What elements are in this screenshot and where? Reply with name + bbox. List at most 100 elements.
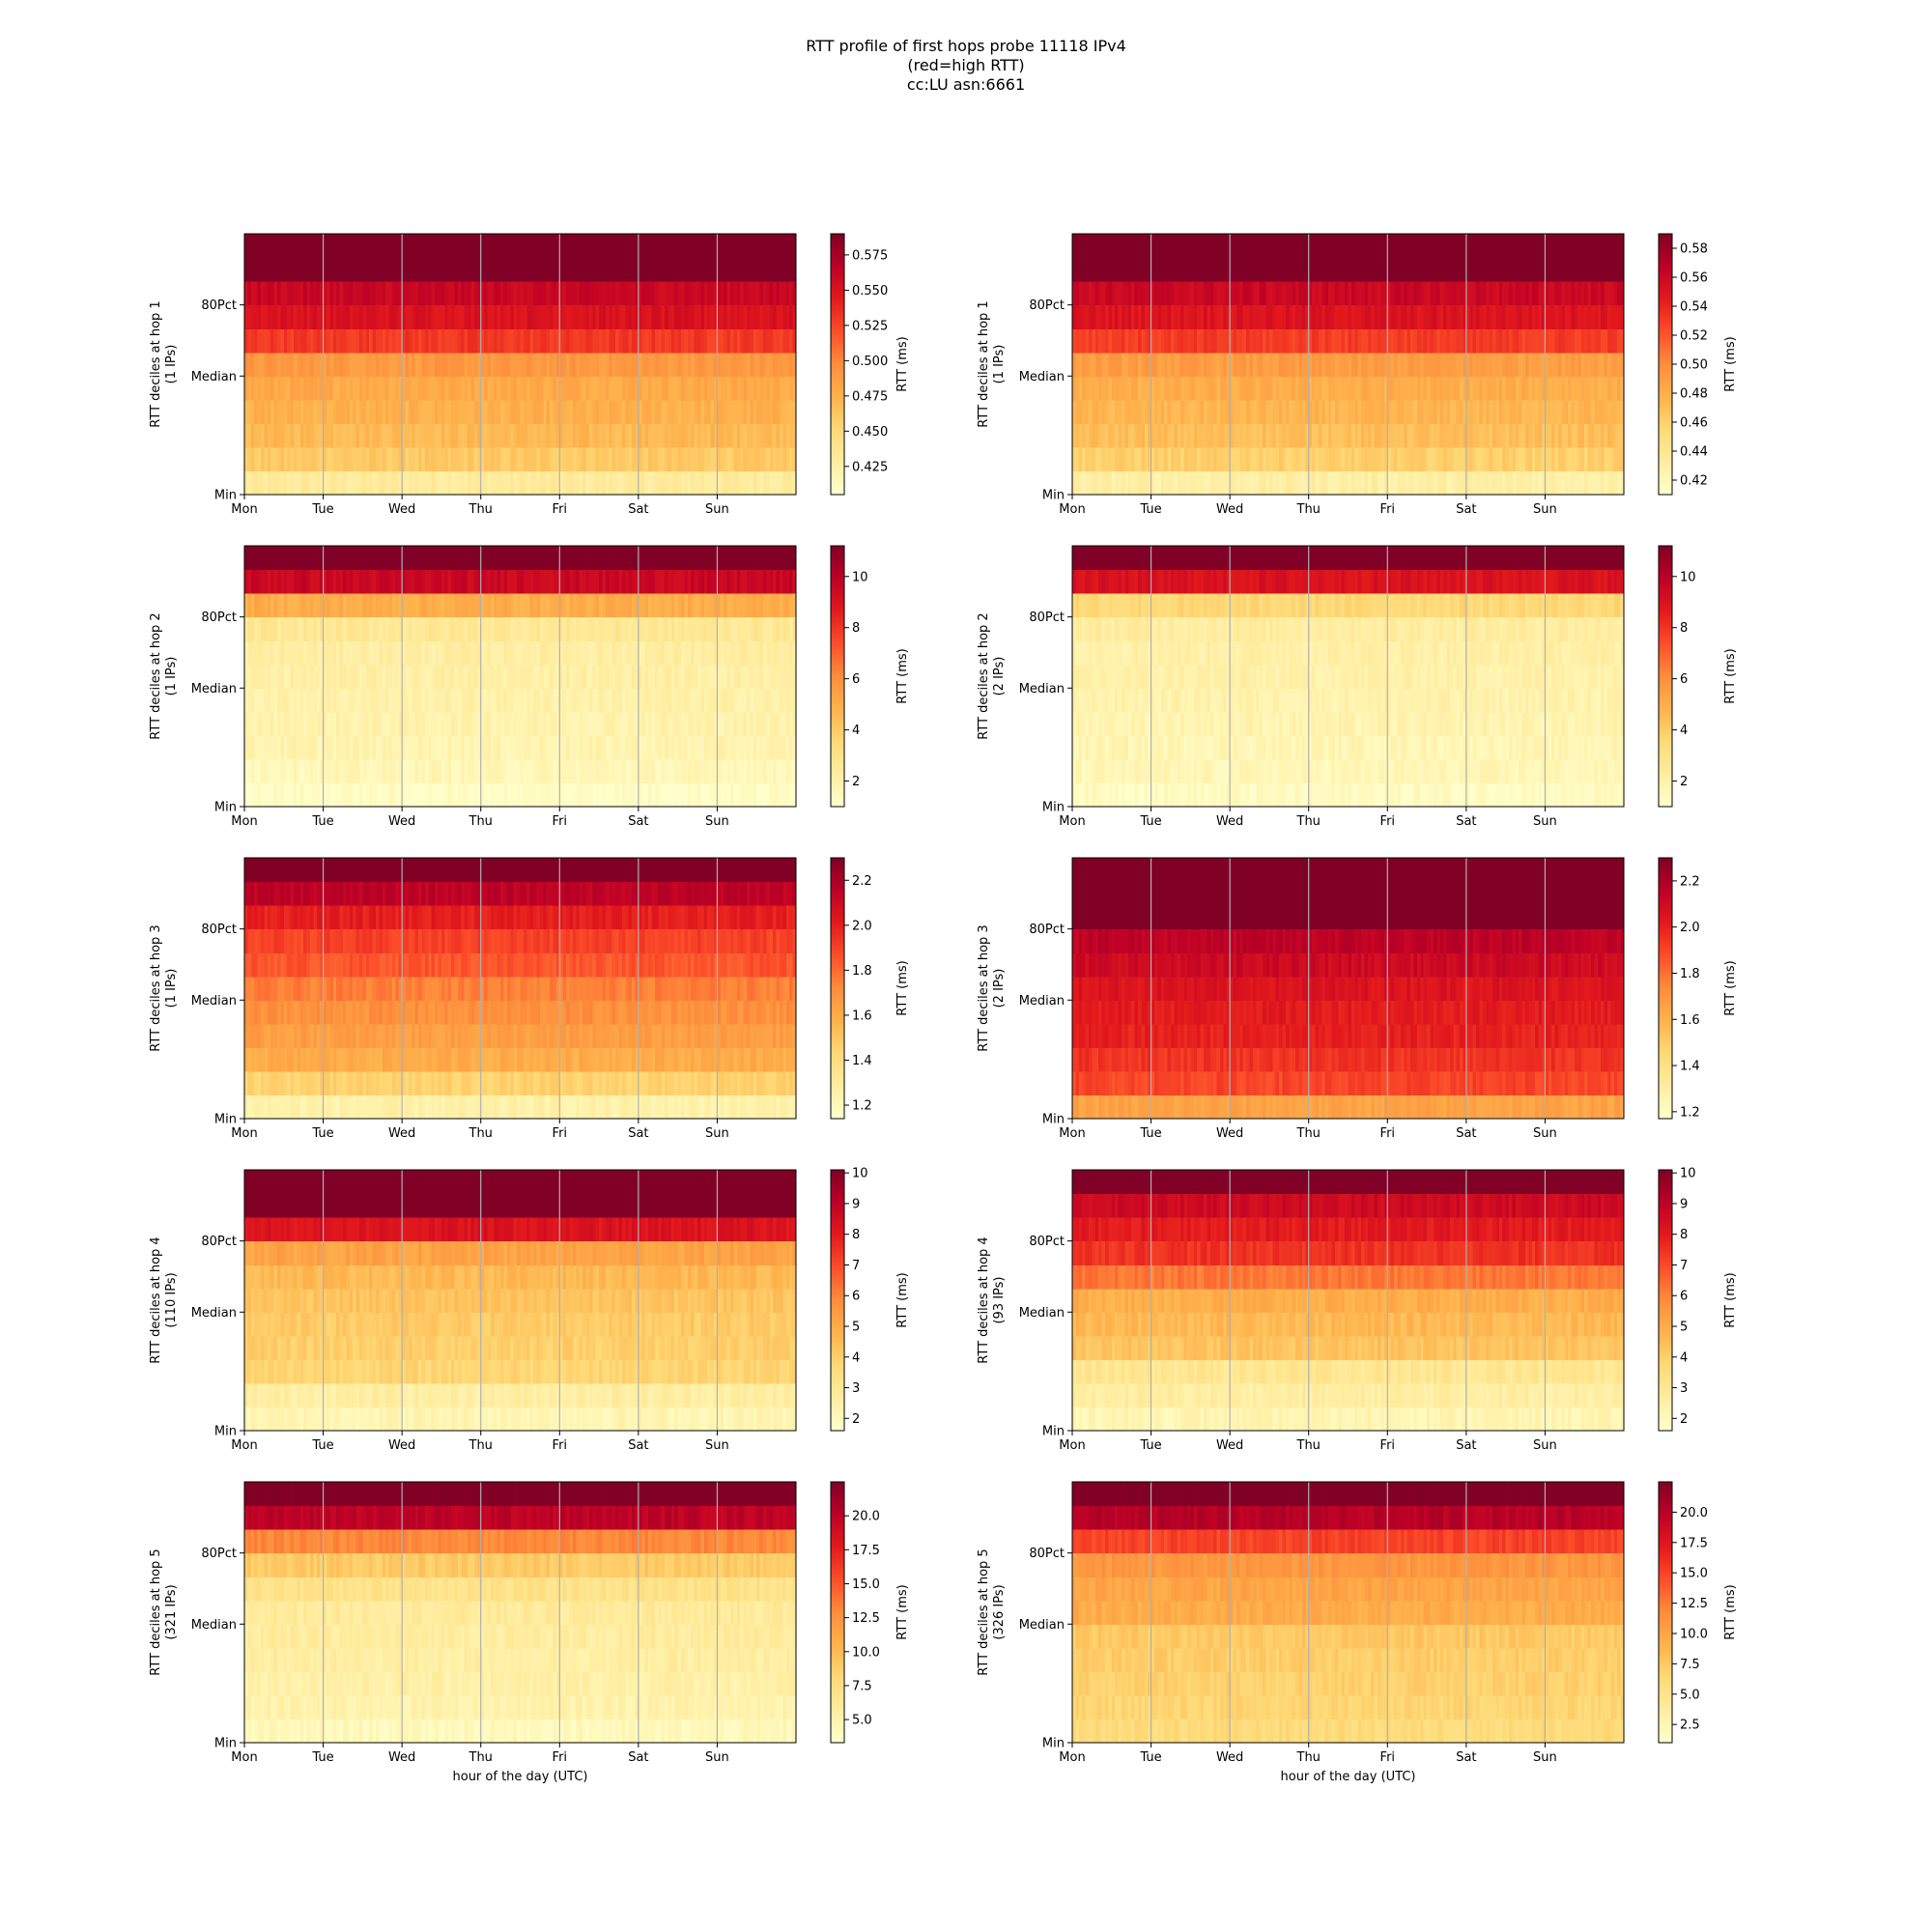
heatmap-cell — [270, 399, 275, 424]
heatmap-cell — [1170, 399, 1175, 424]
heatmap-cell — [280, 352, 285, 377]
heatmap-cell — [1620, 376, 1625, 401]
heatmap-cell — [1542, 470, 1547, 496]
heatmap-cell — [1594, 470, 1599, 496]
heatmap-cell — [1141, 376, 1146, 401]
heatmap-cell — [1554, 470, 1559, 496]
heatmap-cell — [1249, 376, 1254, 401]
heatmap-cell — [1312, 446, 1317, 472]
heatmap-cell — [1378, 304, 1382, 329]
heatmap-cell — [306, 376, 311, 401]
heatmap-cell — [1279, 446, 1284, 472]
heatmap-cell — [297, 446, 301, 472]
heatmap-cell — [1104, 376, 1109, 401]
heatmap-cell — [1525, 281, 1530, 306]
heatmap-cell — [309, 376, 314, 401]
heatmap-cell — [1072, 281, 1076, 306]
heatmap-cell — [391, 257, 396, 282]
heatmap-cell — [1453, 423, 1458, 448]
heatmap-cell — [1387, 234, 1392, 259]
y-axis-label: (1 IPs) — [992, 345, 1007, 384]
heatmap-cell — [1200, 328, 1205, 354]
heatmap-cell — [1104, 257, 1109, 282]
heatmap-cell — [1151, 446, 1155, 472]
heatmap-cell — [1433, 234, 1437, 259]
heatmap-cell — [510, 399, 515, 424]
heatmap-cell — [358, 711, 363, 736]
heatmap-cell — [412, 281, 416, 306]
heatmap-cell — [1305, 234, 1310, 259]
heatmap-cell — [1456, 234, 1461, 259]
heatmap-cell — [500, 423, 505, 448]
heatmap-cell — [1456, 399, 1461, 424]
heatmap-cell — [1131, 423, 1136, 448]
heatmap-cell — [1094, 328, 1099, 354]
heatmap-cell — [398, 399, 403, 424]
heatmap-cell — [661, 281, 666, 306]
heatmap-cell — [408, 281, 412, 306]
heatmap-cell — [280, 782, 285, 808]
heatmap-cell — [661, 423, 666, 448]
heatmap-cell — [599, 782, 604, 808]
heatmap-cell — [740, 304, 745, 329]
heatmap-cell — [379, 423, 384, 448]
heatmap-cell — [326, 376, 330, 401]
heatmap-cell — [595, 376, 600, 401]
heatmap-cell — [1289, 399, 1293, 424]
heatmap-cell — [648, 281, 653, 306]
heatmap-cell — [500, 470, 505, 496]
heatmap-cell — [1118, 234, 1122, 259]
heatmap-cell — [743, 446, 748, 472]
heatmap-cell — [691, 376, 696, 401]
heatmap-cell — [424, 257, 429, 282]
heatmap-cell — [451, 328, 456, 354]
heatmap-cell — [694, 376, 698, 401]
heatmap-cell — [625, 257, 630, 282]
heatmap-cell — [1174, 376, 1179, 401]
heatmap-cell — [287, 234, 292, 259]
heatmap-cell — [454, 782, 459, 808]
heatmap-cell — [375, 257, 380, 282]
heatmap-cell — [382, 304, 386, 329]
heatmap-cell — [428, 257, 433, 282]
heatmap-cell — [1476, 376, 1481, 401]
heatmap-cell — [1548, 446, 1552, 472]
heatmap-cell — [382, 735, 386, 760]
heatmap-cell — [1348, 376, 1352, 401]
heatmap-cell — [457, 446, 462, 472]
heatmap-cell — [470, 352, 475, 377]
heatmap-cell — [1289, 352, 1293, 377]
heatmap-cell — [1134, 257, 1139, 282]
heatmap-cell — [379, 304, 384, 329]
heatmap-cell — [543, 782, 548, 808]
heatmap-cell — [1328, 376, 1333, 401]
heatmap-cell — [743, 735, 748, 760]
heatmap-cell — [346, 234, 351, 259]
heatmap-cell — [1252, 423, 1257, 448]
heatmap-cell — [750, 423, 754, 448]
heatmap-cell — [697, 281, 702, 306]
heatmap-cell — [480, 782, 485, 808]
heatmap-cell — [395, 304, 400, 329]
heatmap-cell — [776, 470, 781, 496]
heatmap-cell — [609, 423, 613, 448]
heatmap-cell — [303, 234, 308, 259]
heatmap-cell — [1144, 328, 1149, 354]
heatmap-cell — [424, 423, 429, 448]
heatmap-cell — [1298, 446, 1303, 472]
heatmap-cell — [710, 470, 715, 496]
heatmap-cell — [520, 376, 525, 401]
heatmap-cell — [497, 304, 501, 329]
heatmap-cell — [523, 446, 527, 472]
heatmap-cell — [769, 234, 774, 259]
heatmap-cell — [1092, 257, 1096, 282]
heatmap-cell — [428, 423, 433, 448]
heatmap-cell — [651, 399, 656, 424]
heatmap-cell — [780, 352, 784, 377]
heatmap-cell — [559, 352, 564, 377]
heatmap-cell — [513, 735, 518, 760]
heatmap-cell — [611, 446, 616, 472]
heatmap-cell — [1383, 399, 1388, 424]
heatmap-cell — [1558, 376, 1563, 401]
heatmap-cell — [1531, 328, 1536, 354]
